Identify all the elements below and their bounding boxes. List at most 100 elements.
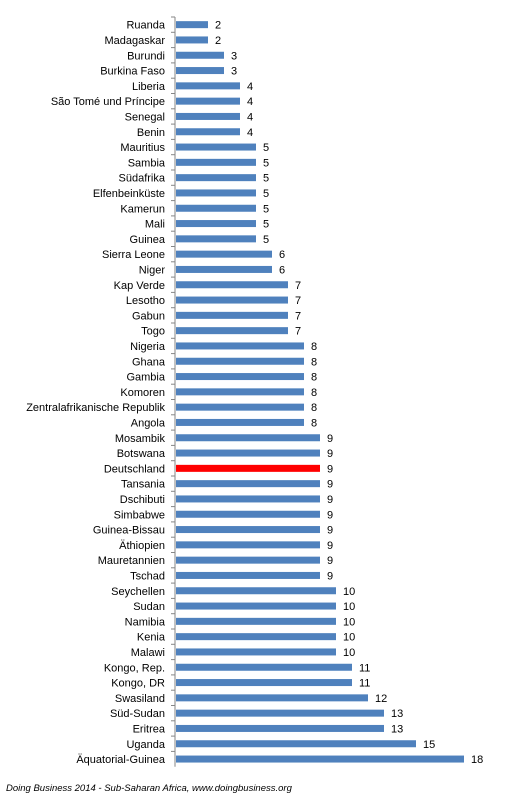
bar xyxy=(176,526,320,534)
data-label: 7 xyxy=(295,326,301,338)
data-label: 10 xyxy=(343,632,355,644)
data-label: 18 xyxy=(471,754,483,766)
data-label: 10 xyxy=(343,586,355,598)
category-label: Simbabwe xyxy=(114,509,165,521)
bar-highlight xyxy=(176,464,320,472)
bar xyxy=(176,679,352,687)
category-label: Kamerun xyxy=(120,203,165,215)
bar xyxy=(176,265,272,273)
bar xyxy=(176,158,256,166)
category-label: Kenia xyxy=(137,632,166,644)
category-label: Senegal xyxy=(125,111,165,123)
data-label: 11 xyxy=(359,662,370,674)
data-label: 10 xyxy=(343,616,355,628)
bar xyxy=(176,250,272,258)
category-label: Sambia xyxy=(128,157,166,169)
category-label: Gambia xyxy=(126,372,165,384)
category-label: Sierra Leone xyxy=(102,249,165,261)
data-label: 9 xyxy=(327,463,333,475)
bar xyxy=(176,740,416,748)
bar xyxy=(176,373,304,381)
data-label: 11 xyxy=(359,678,370,690)
data-label: 8 xyxy=(311,417,317,429)
category-label: Zentralafrikanische Republik xyxy=(26,402,165,414)
category-label: Malawi xyxy=(131,647,165,659)
data-label: 5 xyxy=(263,219,269,231)
bar xyxy=(176,571,320,579)
category-label: Seychellen xyxy=(111,586,165,598)
data-label: 4 xyxy=(247,81,253,93)
bar xyxy=(176,357,304,365)
bar xyxy=(176,388,304,396)
bar xyxy=(176,403,304,411)
bar xyxy=(176,587,336,595)
data-label: 5 xyxy=(263,173,269,185)
bar xyxy=(176,418,304,426)
data-label: 8 xyxy=(311,402,317,414)
bar xyxy=(176,434,320,442)
data-label: 9 xyxy=(327,525,333,537)
data-label: 5 xyxy=(263,142,269,154)
category-label: Madagaskar xyxy=(104,35,165,47)
category-label: Nigeria xyxy=(130,341,166,353)
bar xyxy=(176,112,240,120)
category-label: Namibia xyxy=(125,616,166,628)
category-label: Elfenbeinküste xyxy=(93,188,165,200)
category-label: Ghana xyxy=(132,356,166,368)
bar xyxy=(176,311,288,319)
category-label: Komoren xyxy=(120,387,165,399)
bar xyxy=(176,189,256,197)
data-label: 5 xyxy=(263,188,269,200)
bar xyxy=(176,617,336,625)
bar xyxy=(176,495,320,503)
bar xyxy=(176,296,288,304)
data-label: 2 xyxy=(215,20,221,32)
bar xyxy=(176,709,384,717)
category-label: Süd-Sudan xyxy=(110,708,165,720)
data-label: 8 xyxy=(311,356,317,368)
bar xyxy=(176,342,304,350)
data-label: 9 xyxy=(327,448,333,460)
category-label: Dschibuti xyxy=(120,494,165,506)
bar xyxy=(176,21,208,29)
data-label: 13 xyxy=(391,723,403,735)
data-label: 5 xyxy=(263,203,269,215)
data-label: 4 xyxy=(247,111,253,123)
data-label: 15 xyxy=(423,739,435,751)
category-label: Lesotho xyxy=(126,295,165,307)
category-label: São Tomé und Príncipe xyxy=(51,96,165,108)
category-label: Burundi xyxy=(127,50,165,62)
bar xyxy=(176,633,336,641)
data-label: 7 xyxy=(295,310,301,322)
bar xyxy=(176,51,224,59)
bar-chart: Ruanda 2 Madagaskar 2 Burundi 3 Burkina Faso 3 L… xyxy=(26,16,483,767)
bar xyxy=(176,220,256,228)
bar xyxy=(176,663,352,671)
category-label: Burkina Faso xyxy=(100,66,165,78)
data-label: 2 xyxy=(215,35,221,47)
category-label: Kap Verde xyxy=(114,280,165,292)
data-label: 6 xyxy=(279,249,285,261)
bar xyxy=(176,556,320,564)
data-label: 9 xyxy=(327,479,333,491)
data-label: 10 xyxy=(343,647,355,659)
data-label: 13 xyxy=(391,708,403,720)
category-label: Guinea xyxy=(130,234,166,246)
category-label: Kongo, Rep. xyxy=(104,662,165,674)
bar xyxy=(176,510,320,518)
category-label: Mosambik xyxy=(115,433,166,445)
bar xyxy=(176,327,288,335)
category-label: Sudan xyxy=(133,601,165,613)
category-label: Liberia xyxy=(132,81,166,93)
category-label: Angola xyxy=(131,417,166,429)
category-label: Gabun xyxy=(132,310,165,322)
data-label: 8 xyxy=(311,372,317,384)
category-label: Tschad xyxy=(130,570,165,582)
category-label: Deutschland xyxy=(104,463,165,475)
bar xyxy=(176,82,240,90)
data-label: 9 xyxy=(327,540,333,552)
bar xyxy=(176,174,256,182)
bar xyxy=(176,235,256,243)
data-label: 7 xyxy=(295,280,301,292)
category-label: Kongo, DR xyxy=(111,678,165,690)
